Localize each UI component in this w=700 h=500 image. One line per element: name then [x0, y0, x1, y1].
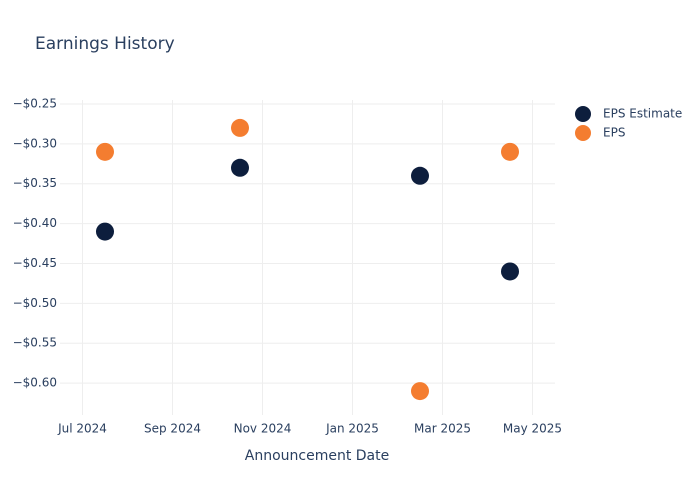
- x-tick-label: May 2025: [503, 422, 562, 436]
- marker: [96, 222, 114, 241]
- marker: [501, 142, 519, 161]
- y-tick-label: −$0.50: [13, 296, 57, 310]
- x-tick-label: Jul 2024: [57, 422, 107, 436]
- y-tick-label: −$0.35: [13, 176, 57, 190]
- y-tick-label: −$0.40: [13, 216, 57, 230]
- marker: [501, 262, 519, 281]
- y-tick-label: −$0.45: [13, 256, 57, 270]
- marker: [411, 166, 429, 185]
- x-tick-label: Mar 2025: [414, 422, 471, 436]
- x-tick-label: Jan 2025: [325, 422, 379, 436]
- legend-marker: [575, 106, 591, 122]
- x-tick-label: Sep 2024: [144, 422, 201, 436]
- legend-marker: [575, 125, 591, 141]
- legend-label: EPS: [603, 126, 625, 140]
- chart-title: Earnings History: [35, 34, 175, 54]
- y-tick-label: −$0.60: [13, 376, 57, 390]
- marker: [231, 118, 249, 137]
- marker: [96, 142, 114, 161]
- y-tick-label: −$0.55: [13, 336, 57, 350]
- marker: [231, 158, 249, 177]
- x-tick-label: Nov 2024: [234, 422, 292, 436]
- legend-label: EPS Estimate: [603, 107, 682, 121]
- y-tick-label: −$0.30: [13, 136, 57, 150]
- marker: [411, 382, 429, 401]
- y-tick-label: −$0.25: [13, 96, 57, 110]
- x-axis-title: Announcement Date: [245, 448, 389, 464]
